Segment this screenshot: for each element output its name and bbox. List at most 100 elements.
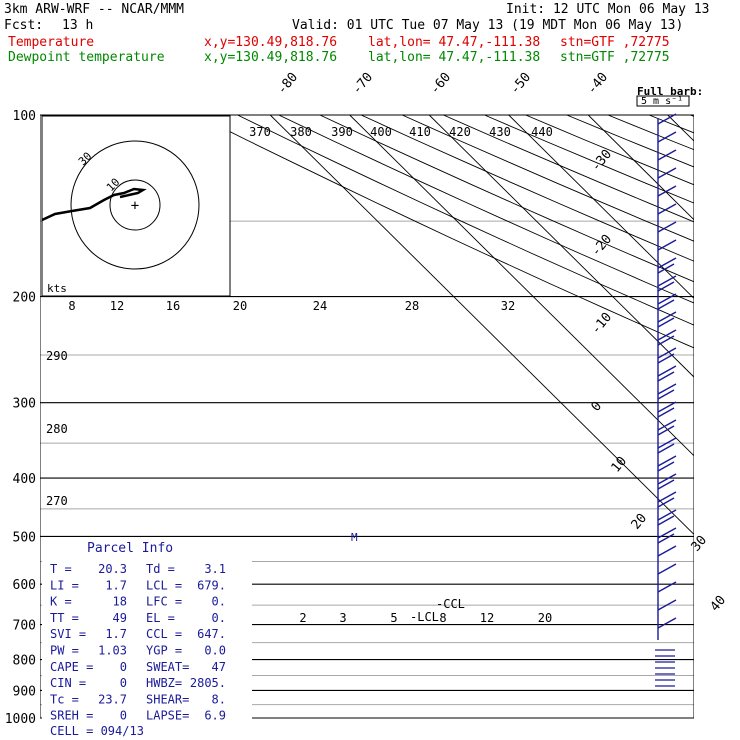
parcel-value: 47 [212,660,226,674]
ccl-annotation: -CCL [436,597,465,611]
hodograph-speed-label: 24 [313,299,327,313]
parcel-label: EL = [146,611,175,625]
hodograph-speed-label: 32 [501,299,515,313]
fcst-label: Fcst: [4,18,44,33]
wind-legend-box [636,95,690,107]
dry-adiabat-line [443,114,694,223]
lcl-annotation: -LCL [410,610,439,624]
parcel-label: LAPSE= [146,709,189,723]
wind-barb [657,533,675,544]
parcel-value: 2805. [190,676,226,690]
fcst-value: 13 h [62,18,94,33]
parcel-value: 647. [197,627,226,641]
parcel-label: Td = [146,562,175,576]
theta-label: 370 [249,125,271,139]
pressure-tick-label: 300 [13,397,36,412]
wind-barb [657,515,675,526]
hodograph-center: + [131,198,139,214]
wind-barb [657,389,675,400]
isotherm-label: -70 [350,70,377,98]
isotherm-line [428,114,694,378]
parcel-value: 6.9 [204,709,226,723]
wind-barb [657,353,675,364]
pressure-tick-label: 100 [13,109,36,124]
parcel-label: LFC = [146,595,182,609]
theta-label: 280 [46,422,68,436]
parcel-value: 1.03 [98,644,127,658]
parcel-label: SHEAR= [146,692,189,706]
dewpoint-legend: Dewpoint temperature [8,50,165,65]
hodograph-speed-label: 16 [166,299,180,313]
theta-label: 420 [449,125,471,139]
wind-barb [657,335,675,346]
theta-label: 390 [331,125,353,139]
wind-barb [657,443,675,454]
plot-frame [40,114,694,719]
wind-barb [657,311,677,323]
dewpoint-xy: x,y=130.49,818.76 [204,50,338,65]
wind-barb [657,581,677,593]
parcel-label: PW = [50,644,79,658]
isotherm-line [587,114,694,221]
parcel-label: SVI = [50,627,86,641]
parcel-value: 20.3 [98,562,127,576]
wind-barb [657,329,677,341]
isotherm-label: -60 [428,70,455,98]
parcel-value: 0 [120,660,127,674]
parcel-label: HWBZ= [146,676,182,690]
wind-barb [657,479,675,490]
dry-adiabat-line [237,114,694,326]
parcel-label: SWEAT= [146,660,189,674]
hodograph-speed-label: 28 [405,299,419,313]
temperature-xy: x,y=130.49,818.76 [204,35,338,50]
isotherm-label: -40 [585,70,612,98]
dry-adiabat-line [525,114,694,186]
dry-adiabat-line [690,114,694,117]
wind-barb [657,239,677,251]
parcel-label: LCL = [146,578,182,592]
wind-barb [657,347,677,359]
wind-barb [657,149,677,161]
parcel-value: 3.1 [204,562,226,576]
wind-barb [657,407,675,418]
theta-label: 400 [370,125,392,139]
model-title: 3km ARW-WRF -- NCAR/MMM [4,2,185,17]
isotherm-label: -80 [275,70,302,98]
parcel-value: 23.7 [98,692,127,706]
hodograph-units: kts [47,282,67,295]
wind-legend-title: Full barb: [637,85,703,98]
parcel-label: K = [50,595,72,609]
mixing-ratio-label: 2 [299,611,306,625]
wind-barb [657,563,677,575]
wind-barb [657,455,677,467]
parcel-label: Tc = [50,692,79,706]
isotherm-label: 20 [629,511,651,533]
wind-barb [657,425,675,436]
theta-label: 410 [409,125,431,139]
wind-barb [657,275,677,287]
wind-barb [657,221,677,233]
pressure-tick-label: 400 [13,472,36,487]
wind-barb [657,317,675,328]
dry-adiabat-line [402,114,694,242]
pressure-tick-label: 800 [13,654,36,669]
isotherm-label: -50 [508,70,535,98]
dry-adiabat-line [360,114,694,262]
wind-barb [657,497,675,508]
parcel-value: 1.7 [105,578,127,592]
hodograph-ring [70,140,200,270]
parcel-value: 0 [120,676,127,690]
theta-label: 290 [46,349,68,363]
wind-barb [657,263,675,274]
mixing-ratio-label: 12 [480,611,494,625]
dry-adiabat-line [278,114,694,304]
isotherm-line [269,114,694,536]
parcel-value: 1.7 [105,627,127,641]
wind-barb [657,491,677,503]
wind-barb [657,203,677,215]
wind-barb [657,545,677,557]
isotherm-label: -20 [589,232,616,260]
parcel-value: 679. [197,578,226,592]
hodograph-speed-label: 12 [110,299,124,313]
